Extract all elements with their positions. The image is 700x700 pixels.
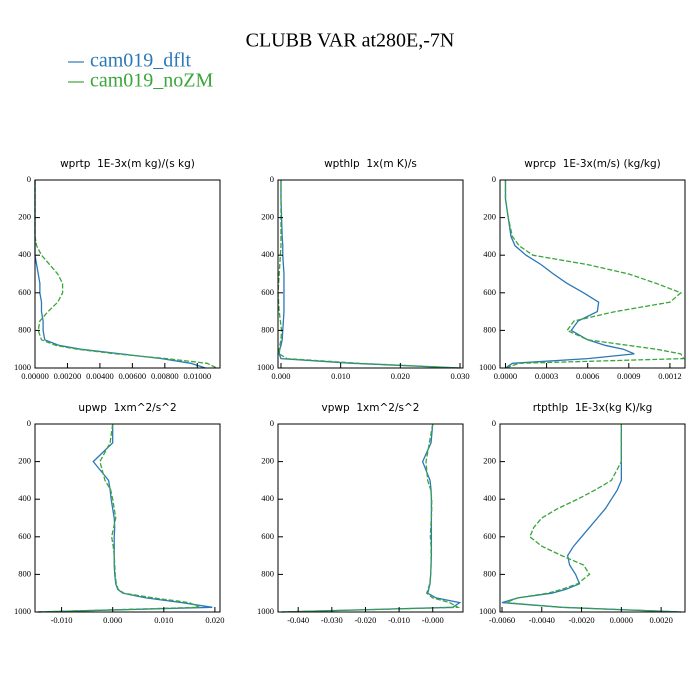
plot-frame — [277, 423, 464, 613]
y-tick-label: 200 — [483, 456, 496, 466]
profile-line — [277, 180, 461, 369]
y-tick-label: 200 — [261, 212, 274, 222]
panel-title: wpthlp 1x(m K)/s — [324, 158, 417, 170]
plot-frame — [499, 423, 686, 613]
y-tick-label: 0 — [27, 418, 31, 428]
x-tick-label: 0.0009 — [617, 371, 640, 381]
profile-line — [281, 423, 462, 613]
x-tick-label: -0.030 — [321, 615, 343, 625]
profile-line — [34, 180, 218, 369]
legend-label: cam019_noZM — [90, 70, 214, 92]
y-tick-label: 200 — [18, 456, 31, 466]
y-tick-label: 800 — [18, 568, 31, 578]
y-tick-label: 400 — [261, 493, 274, 503]
x-tick-label: 0.010 — [154, 615, 173, 625]
panel-title: wprtp 1E-3x(m kg)/(s kg) — [60, 158, 195, 170]
plot-frame — [499, 179, 686, 369]
x-tick-label: -0.040 — [287, 615, 309, 625]
y-tick-label: 400 — [18, 249, 31, 259]
x-tick-label: 0.00000 — [21, 371, 49, 381]
x-tick-label: 0.030 — [450, 371, 469, 381]
x-tick-label: 0.020 — [391, 371, 410, 381]
x-tick-label: -0.020 — [354, 615, 376, 625]
x-tick-label: 0.0000 — [610, 615, 633, 625]
y-tick-label: 400 — [261, 249, 274, 259]
x-tick-label: -0.0020 — [568, 615, 594, 625]
y-tick-label: 200 — [483, 212, 496, 222]
x-tick-label: 0.0000 — [494, 371, 517, 381]
panel-title: vpwp 1xm^2/s^2 — [322, 402, 420, 414]
plot-frame — [277, 179, 464, 369]
y-tick-label: 1000 — [14, 362, 31, 372]
x-tick-label: 0.00800 — [151, 371, 179, 381]
x-tick-label: 0.010 — [331, 371, 350, 381]
y-tick-label: 200 — [261, 456, 274, 466]
y-tick-label: 1000 — [257, 362, 274, 372]
profile-line — [38, 424, 213, 613]
plot-frame — [34, 179, 221, 369]
y-tick-label: 600 — [483, 531, 496, 541]
x-tick-label: 0.0003 — [535, 371, 558, 381]
y-tick-label: 600 — [261, 531, 274, 541]
y-tick-label: 400 — [483, 493, 496, 503]
x-tick-label: 0.00600 — [119, 371, 147, 381]
y-tick-label: 600 — [18, 531, 31, 541]
profile-line — [36, 423, 200, 613]
figure-title: CLUBB VAR at280E,-7N — [246, 30, 455, 52]
y-tick-label: 200 — [18, 212, 31, 222]
legend-label: cam019_dflt — [90, 50, 192, 72]
y-tick-label: 800 — [261, 324, 274, 334]
x-tick-label: -0.0040 — [529, 615, 555, 625]
y-tick-label: 800 — [483, 568, 496, 578]
plot-frame — [34, 423, 221, 613]
y-tick-label: 600 — [261, 287, 274, 297]
x-tick-label: 0.01000 — [183, 371, 211, 381]
x-tick-label: -0.000 — [422, 615, 444, 625]
panel-title: upwp 1xm^2/s^2 — [78, 402, 176, 414]
x-tick-label: 0.020 — [205, 615, 224, 625]
y-tick-label: 400 — [18, 493, 31, 503]
profile-line — [504, 180, 685, 369]
x-tick-label: -0.010 — [388, 615, 410, 625]
x-tick-label: -0.0060 — [489, 615, 515, 625]
y-tick-label: 1000 — [479, 606, 496, 616]
profile-line — [278, 180, 461, 369]
y-tick-label: 0 — [270, 418, 274, 428]
x-tick-label: 0.000 — [103, 615, 122, 625]
x-tick-label: 0.00400 — [86, 371, 114, 381]
profile-line — [501, 424, 682, 613]
x-tick-label: 0.0012 — [658, 371, 681, 381]
x-tick-label: -0.010 — [51, 615, 73, 625]
y-tick-label: 600 — [18, 287, 31, 297]
y-tick-label: 1000 — [14, 606, 31, 616]
panel-title: wprcp 1E-3x(m/s) (kg/kg) — [524, 158, 660, 170]
y-tick-label: 0 — [270, 174, 274, 184]
y-tick-label: 800 — [18, 324, 31, 334]
panel-title: rtpthlp 1E-3x(kg K)/kg — [533, 402, 653, 414]
y-tick-label: 1000 — [479, 362, 496, 372]
y-tick-label: 800 — [261, 568, 274, 578]
y-tick-label: 0 — [492, 174, 496, 184]
x-tick-label: 0.000 — [271, 371, 290, 381]
x-tick-label: 0.0020 — [649, 615, 672, 625]
y-tick-label: 1000 — [257, 606, 274, 616]
profile-line — [504, 180, 635, 369]
x-tick-label: 0.0006 — [576, 371, 599, 381]
y-tick-label: 0 — [492, 418, 496, 428]
y-tick-label: 600 — [483, 287, 496, 297]
y-tick-label: 0 — [27, 174, 31, 184]
profile-line — [281, 423, 461, 613]
profile-line — [505, 424, 682, 613]
profile-line — [34, 180, 206, 369]
y-tick-label: 800 — [483, 324, 496, 334]
y-tick-label: 400 — [483, 249, 496, 259]
x-tick-label: 0.00200 — [54, 371, 82, 381]
